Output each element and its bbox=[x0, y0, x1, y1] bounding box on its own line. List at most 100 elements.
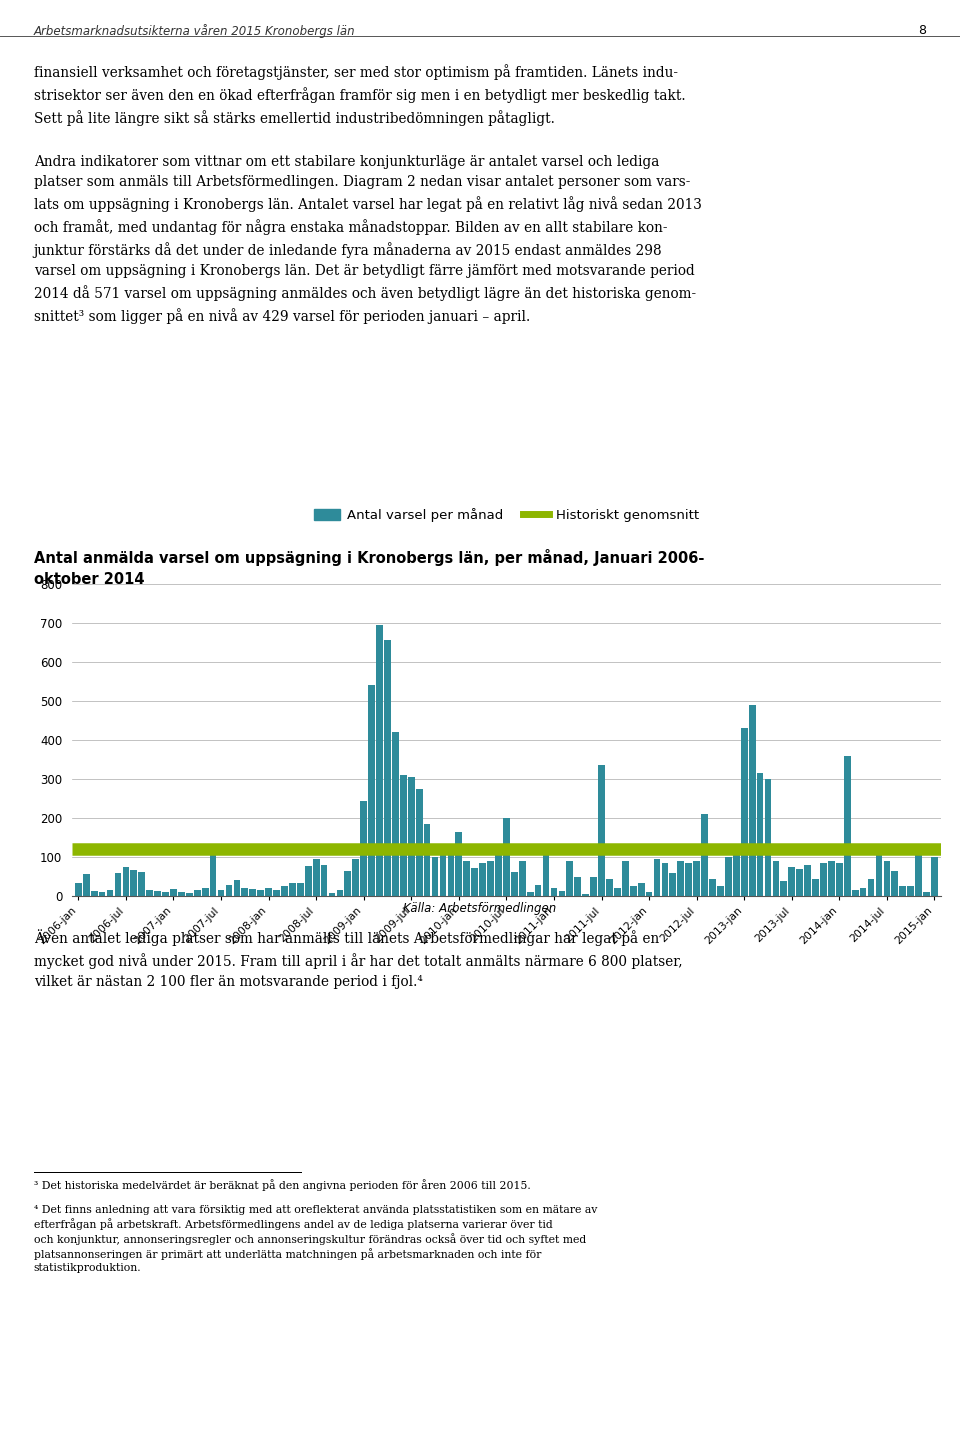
Bar bbox=[511, 872, 517, 896]
Bar bbox=[551, 889, 558, 896]
Text: finansiell verksamhet och företagstjänster, ser med stor optimism på framtiden. : finansiell verksamhet och företagstjänst… bbox=[34, 65, 685, 126]
Bar bbox=[186, 893, 193, 896]
Bar bbox=[797, 869, 804, 896]
Bar bbox=[155, 891, 161, 896]
Bar bbox=[828, 860, 835, 896]
Bar bbox=[487, 860, 493, 896]
Bar bbox=[447, 846, 454, 896]
Bar bbox=[535, 885, 541, 896]
Bar bbox=[685, 863, 692, 896]
Bar bbox=[321, 865, 327, 896]
Bar bbox=[637, 882, 644, 896]
Bar bbox=[218, 891, 225, 896]
Bar bbox=[542, 846, 549, 896]
Bar bbox=[780, 880, 787, 896]
Bar bbox=[583, 895, 589, 896]
Bar bbox=[756, 773, 763, 896]
Bar bbox=[892, 870, 899, 896]
Bar bbox=[178, 892, 184, 896]
Bar bbox=[360, 800, 367, 896]
Bar bbox=[701, 815, 708, 896]
Bar bbox=[99, 892, 106, 896]
Bar bbox=[162, 892, 169, 896]
Text: oktober 2014: oktober 2014 bbox=[34, 572, 144, 587]
Bar bbox=[876, 846, 882, 896]
Bar bbox=[369, 685, 375, 896]
Bar bbox=[764, 779, 772, 896]
Bar bbox=[773, 860, 780, 896]
Bar bbox=[471, 868, 478, 896]
Bar bbox=[479, 863, 486, 896]
Bar bbox=[123, 868, 130, 896]
Bar bbox=[241, 888, 249, 896]
Bar bbox=[384, 641, 391, 896]
Bar bbox=[646, 892, 653, 896]
Bar bbox=[519, 860, 526, 896]
Bar bbox=[423, 825, 430, 896]
Bar bbox=[83, 873, 89, 896]
Bar bbox=[226, 885, 232, 896]
Bar bbox=[352, 859, 359, 896]
Bar bbox=[313, 859, 320, 896]
Bar bbox=[749, 704, 756, 896]
Text: Även antalet lediga platser som har anmälts till länets Arbetsförmedlingar har l: Även antalet lediga platser som har anmä… bbox=[34, 929, 683, 989]
Bar bbox=[503, 817, 510, 896]
Bar bbox=[900, 886, 906, 896]
Bar bbox=[924, 892, 930, 896]
Bar bbox=[75, 882, 82, 896]
Bar bbox=[574, 876, 581, 896]
Bar bbox=[345, 870, 351, 896]
Bar bbox=[131, 869, 137, 896]
Bar bbox=[202, 889, 208, 896]
Text: Källa: Arbetsförmedlingen: Källa: Arbetsförmedlingen bbox=[403, 902, 557, 915]
Bar bbox=[392, 733, 398, 896]
Bar bbox=[860, 889, 867, 896]
Bar bbox=[400, 776, 407, 896]
Bar bbox=[614, 889, 621, 896]
Bar bbox=[432, 858, 439, 896]
Bar bbox=[678, 860, 684, 896]
Bar bbox=[138, 872, 145, 896]
Text: Antal anmälda varsel om uppsägning i Kronobergs län, per månad, Januari 2006-: Antal anmälda varsel om uppsägning i Kro… bbox=[34, 549, 704, 566]
Bar bbox=[408, 777, 415, 896]
Bar bbox=[274, 889, 280, 896]
Bar bbox=[146, 891, 153, 896]
Text: ³ Det historiska medelvärdet är beräknat på den angivna perioden för åren 2006 t: ³ Det historiska medelvärdet är beräknat… bbox=[34, 1179, 530, 1190]
Bar bbox=[717, 886, 724, 896]
Bar bbox=[209, 849, 216, 896]
Bar bbox=[725, 858, 732, 896]
Bar bbox=[868, 879, 875, 896]
Bar bbox=[804, 865, 811, 896]
Bar bbox=[669, 873, 676, 896]
Bar bbox=[693, 860, 700, 896]
Bar bbox=[559, 891, 565, 896]
Text: Arbetsmarknadsutsikterna våren 2015 Kronobergs län: Arbetsmarknadsutsikterna våren 2015 Kron… bbox=[34, 24, 355, 39]
Bar bbox=[495, 849, 502, 896]
Bar bbox=[170, 889, 177, 896]
Bar bbox=[788, 868, 795, 896]
Bar bbox=[440, 853, 446, 896]
Bar bbox=[107, 891, 113, 896]
Legend: Antal varsel per månad, Historiskt genomsnitt: Antal varsel per månad, Historiskt genom… bbox=[308, 503, 705, 528]
Bar bbox=[527, 892, 534, 896]
Bar bbox=[464, 860, 470, 896]
Bar bbox=[915, 855, 922, 896]
Bar bbox=[598, 766, 605, 896]
Bar bbox=[852, 891, 858, 896]
Bar bbox=[289, 882, 296, 896]
Bar bbox=[455, 832, 462, 896]
Bar bbox=[741, 728, 748, 896]
Bar bbox=[337, 891, 344, 896]
Bar bbox=[416, 789, 422, 896]
Bar bbox=[328, 893, 335, 896]
Bar bbox=[376, 625, 383, 896]
Bar bbox=[883, 860, 890, 896]
Bar bbox=[844, 756, 851, 896]
Bar bbox=[257, 891, 264, 896]
Bar bbox=[907, 886, 914, 896]
Bar bbox=[265, 889, 272, 896]
Bar bbox=[297, 883, 303, 896]
Bar bbox=[281, 886, 288, 896]
Bar bbox=[91, 891, 98, 896]
Bar bbox=[590, 876, 597, 896]
